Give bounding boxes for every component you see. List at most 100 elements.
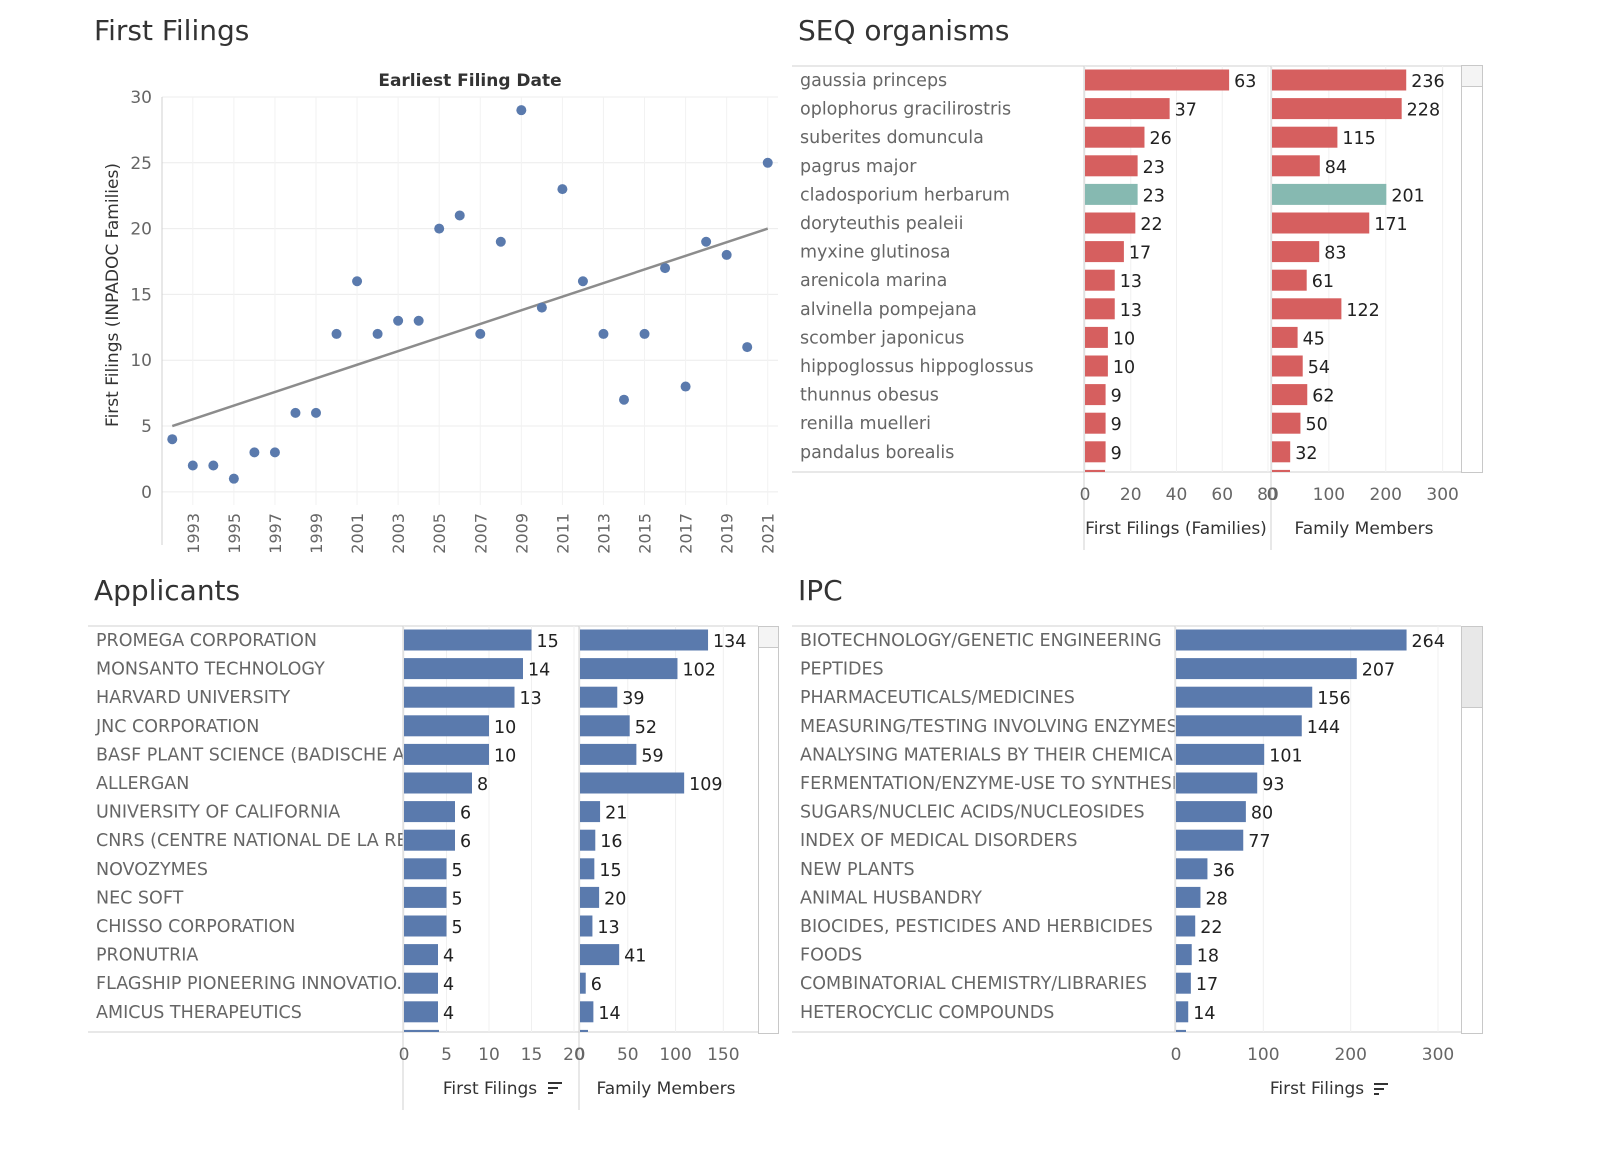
bar-value-label: 26 [1149,129,1171,149]
bar [580,887,599,908]
partial-bar [580,1030,588,1032]
category-label: INDEX OF MEDICAL DISORDERS [800,831,1078,851]
bar [1085,184,1138,205]
x-tick-label: 15 [521,1045,543,1065]
bar-value-label: 23 [1143,158,1165,178]
bar-value-label: 83 [1324,244,1346,264]
x-tick-label: 2015 [636,513,655,554]
bar-value-label: 13 [597,918,619,938]
applicants-scrollbar[interactable] [758,626,779,1034]
bar-value-label: 5 [452,861,463,881]
bar [580,773,684,794]
bar [1272,270,1307,291]
bar-value-label: 20 [604,889,626,909]
data-point [722,250,732,260]
bar-value-label: 5 [452,918,463,938]
bar-value-label: 6 [460,804,471,824]
bar-value-label: 61 [1312,272,1334,292]
bar [1176,658,1357,679]
bar-value-label: 6 [591,975,602,995]
x-tick-label: 0 [399,1045,410,1065]
bar [1272,441,1290,462]
x-tick-label: 100 [1247,1045,1279,1065]
axis-title: Family Members [597,1079,736,1099]
bar-value-label: 14 [1193,1004,1215,1024]
bar-value-label: 21 [605,804,627,824]
bar-value-label: 10 [494,746,516,766]
bar-value-label: 5 [452,889,463,909]
bar [1085,127,1144,148]
y-tick-label: 25 [130,154,152,174]
y-tick-label: 30 [130,88,152,108]
bar [1176,715,1302,736]
bar-value-label: 9 [1111,387,1122,407]
bar [580,944,619,965]
bar-value-label: 13 [520,689,542,709]
bar-value-label: 4 [443,1004,454,1024]
x-tick-label: 1997 [266,513,285,554]
bar-value-label: 93 [1262,775,1284,795]
bar-value-label: 13 [1120,301,1142,321]
x-tick-label: 50 [617,1045,639,1065]
y-tick-label: 5 [141,417,152,437]
seq-scroll-up-button[interactable] [1462,66,1482,87]
bar [580,715,630,736]
bar-value-label: 156 [1317,689,1350,709]
category-label: ANIMAL HUSBANDRY [800,888,982,908]
data-point [311,408,321,418]
data-point [332,329,342,339]
category-label: NEC SOFT [96,888,184,908]
data-point [393,316,403,326]
bar [580,1001,593,1022]
bar [1272,70,1406,91]
bar [1176,773,1257,794]
applicants-scroll-up-button[interactable] [759,627,778,648]
data-point [167,434,177,444]
data-point [701,237,711,247]
bar [1085,298,1115,319]
category-label: alvinella pompejana [800,300,977,320]
category-label: MONSANTO TECHNOLOGY [96,660,325,680]
category-label: AMICUS THERAPEUTICS [96,1003,302,1023]
data-point [414,316,424,326]
bar [1085,70,1229,91]
bar-value-label: 59 [641,746,663,766]
sort-descending-icon[interactable] [1374,1083,1390,1097]
bar-value-label: 63 [1234,72,1256,92]
ipc-scrollbar[interactable] [1461,626,1483,1034]
bar [1272,127,1337,148]
bar-value-label: 9 [1111,415,1122,435]
category-label: SUGARS/NUCLEIC ACIDS/NUCLEOSIDES [800,803,1145,823]
data-point [229,474,239,484]
bar-value-label: 102 [682,661,715,681]
x-tick-label: 100 [659,1045,691,1065]
bar [404,801,455,822]
bar-value-label: 14 [528,661,550,681]
category-label: CHISSO CORPORATION [96,917,295,937]
bar [404,630,532,651]
bar [404,744,489,765]
bar [1085,155,1138,176]
bar [1272,184,1386,205]
sort-descending-icon[interactable] [548,1082,564,1096]
bar-value-label: 228 [1407,101,1440,121]
bar-value-label: 37 [1175,101,1197,121]
x-tick-label: 2005 [430,513,449,554]
bar [1085,98,1170,119]
bar-value-label: 4 [443,947,454,967]
category-label: NEW PLANTS [800,860,915,880]
bar [580,630,708,651]
partial-bar [1272,470,1290,472]
category-label: BASF PLANT SCIENCE (BADISCHE AN.. [96,745,429,765]
bar [1085,213,1135,234]
bar [1272,241,1319,262]
bar [1176,630,1407,651]
bar-value-label: 264 [1412,632,1445,652]
category-label: ALLERGAN [96,774,189,794]
ipc-scroll-thumb[interactable] [1462,627,1482,708]
bar [404,916,447,937]
category-label: BIOTECHNOLOGY/GENETIC ENGINEERING [800,631,1162,651]
x-tick-label: 5 [441,1045,452,1065]
seq-scrollbar[interactable] [1461,65,1483,473]
